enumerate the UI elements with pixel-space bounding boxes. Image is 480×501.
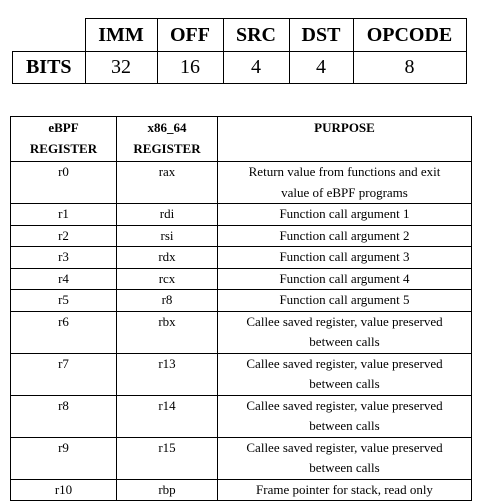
purpose-line: Callee saved register, value preserved xyxy=(246,355,443,371)
purpose-line: between calls xyxy=(309,334,380,349)
x86-register-cell: rsi xyxy=(116,224,218,247)
ebpf-register-cell: r9 xyxy=(10,436,117,480)
x86-register-cell: rbx xyxy=(116,310,218,354)
purpose-cell: Callee saved register, value preserved be… xyxy=(217,394,472,438)
corner-cell xyxy=(12,18,86,52)
x86-header-line1: x86_64 xyxy=(147,120,187,135)
ebpf-register-cell: r3 xyxy=(10,246,117,269)
x86-register-cell: rdx xyxy=(116,246,218,269)
purpose-line: Callee saved register, value preserved xyxy=(246,397,443,413)
field-imm-bits: 32 xyxy=(84,51,158,84)
x86-register-cell: rbp xyxy=(116,478,218,501)
x86-header-line2: REGISTER xyxy=(133,140,201,156)
ebpf-register-cell: r0 xyxy=(10,161,117,204)
purpose-cell: Function call argument 5 xyxy=(217,289,472,312)
x86-register-header: x86_64 REGISTER xyxy=(116,116,218,162)
x86-register-cell: rcx xyxy=(116,267,218,290)
purpose-cell: Return value from functions and exit valu… xyxy=(217,161,472,204)
ebpf-register-cell: r1 xyxy=(10,203,117,226)
table-row: r10 rbp Frame pointer for stack, read only xyxy=(10,478,472,501)
purpose-line: Callee saved register, value preserved xyxy=(246,313,443,329)
instruction-format-table: IMM OFF SRC DST OPCODE BITS 32 16 4 4 8 xyxy=(12,18,467,84)
x86-register-cell: r15 xyxy=(116,436,218,480)
field-imm-header: IMM xyxy=(84,18,158,52)
field-opcode-bits: 8 xyxy=(352,51,467,84)
ebpf-register-cell: r6 xyxy=(10,310,117,354)
field-dst-header: DST xyxy=(288,18,354,52)
register-mapping-table: eBPF REGISTER x86_64 REGISTER PURPOSE r0… xyxy=(10,116,472,501)
ebpf-register-cell: r4 xyxy=(10,267,117,290)
ebpf-register-cell: r7 xyxy=(10,352,117,396)
field-name-row: IMM OFF SRC DST OPCODE xyxy=(12,18,467,52)
purpose-line: between calls xyxy=(309,418,380,433)
purpose-header: PURPOSE xyxy=(217,116,472,162)
purpose-cell: Function call argument 2 xyxy=(217,224,472,247)
x86-register-cell: r13 xyxy=(116,352,218,396)
ebpf-header-line1: eBPF xyxy=(48,120,79,135)
table-row: r5 r8 Function call argument 5 xyxy=(10,289,472,312)
register-table-header-row: eBPF REGISTER x86_64 REGISTER PURPOSE xyxy=(10,116,472,162)
table-row: r9 r15 Callee saved register, value preser… xyxy=(10,436,472,480)
purpose-cell: Function call argument 1 xyxy=(217,203,472,226)
table-row: r2 rsi Function call argument 2 xyxy=(10,224,472,247)
purpose-cell: Callee saved register, value preserved be… xyxy=(217,436,472,480)
field-src-header: SRC xyxy=(222,18,290,52)
purpose-line: between calls xyxy=(309,460,380,475)
field-src-bits: 4 xyxy=(222,51,290,84)
ebpf-header-line2: REGISTER xyxy=(29,140,98,156)
purpose-line: Callee saved register, value preserved xyxy=(246,439,443,455)
x86-register-cell: r8 xyxy=(116,289,218,312)
ebpf-register-cell: r2 xyxy=(10,224,117,247)
purpose-line: Function call argument 2 xyxy=(279,227,410,243)
ebpf-register-cell: r5 xyxy=(10,289,117,312)
field-off-header: OFF xyxy=(156,18,224,52)
ebpf-register-cell: r10 xyxy=(10,478,117,501)
purpose-cell: Callee saved register, value preserved be… xyxy=(217,310,472,354)
table-row: r1 rdi Function call argument 1 xyxy=(10,203,472,226)
field-off-bits: 16 xyxy=(156,51,224,84)
table-row: r8 r14 Callee saved register, value preser… xyxy=(10,394,472,438)
purpose-cell: Function call argument 3 xyxy=(217,246,472,269)
table-row: r6 rbx Callee saved register, value preser… xyxy=(10,310,472,354)
ebpf-register-cell: r8 xyxy=(10,394,117,438)
ebpf-register-header: eBPF REGISTER xyxy=(10,116,117,162)
purpose-line: Function call argument 1 xyxy=(279,206,410,221)
purpose-cell: Function call argument 4 xyxy=(217,267,472,290)
table-row: r0 rax Return value from functions and exi… xyxy=(10,161,472,204)
register-table-body: r0 rax Return value from functions and exi… xyxy=(10,161,472,501)
purpose-cell: Frame pointer for stack, read only xyxy=(217,478,472,501)
field-dst-bits: 4 xyxy=(288,51,354,84)
bits-row: BITS 32 16 4 4 8 xyxy=(12,51,467,84)
purpose-line: Function call argument 4 xyxy=(279,270,410,286)
field-opcode-header: OPCODE xyxy=(352,18,467,52)
x86-register-cell: rax xyxy=(116,161,218,204)
purpose-line: between calls xyxy=(309,376,380,391)
table-row: r7 r13 Callee saved register, value preser… xyxy=(10,352,472,396)
x86-register-cell: r14 xyxy=(116,394,218,438)
purpose-line: value of eBPF programs xyxy=(281,184,408,200)
x86-register-cell: rdi xyxy=(116,203,218,226)
purpose-line: Frame pointer for stack, read only xyxy=(256,481,433,497)
purpose-cell: Callee saved register, value preserved be… xyxy=(217,352,472,396)
bits-row-label: BITS xyxy=(12,51,86,84)
table-row: r3 rdx Function call argument 3 xyxy=(10,246,472,269)
purpose-line: Function call argument 3 xyxy=(279,249,410,264)
table-row: r4 rcx Function call argument 4 xyxy=(10,267,472,290)
purpose-line: Function call argument 5 xyxy=(279,292,410,307)
purpose-line: Return value from functions and exit xyxy=(248,164,441,179)
